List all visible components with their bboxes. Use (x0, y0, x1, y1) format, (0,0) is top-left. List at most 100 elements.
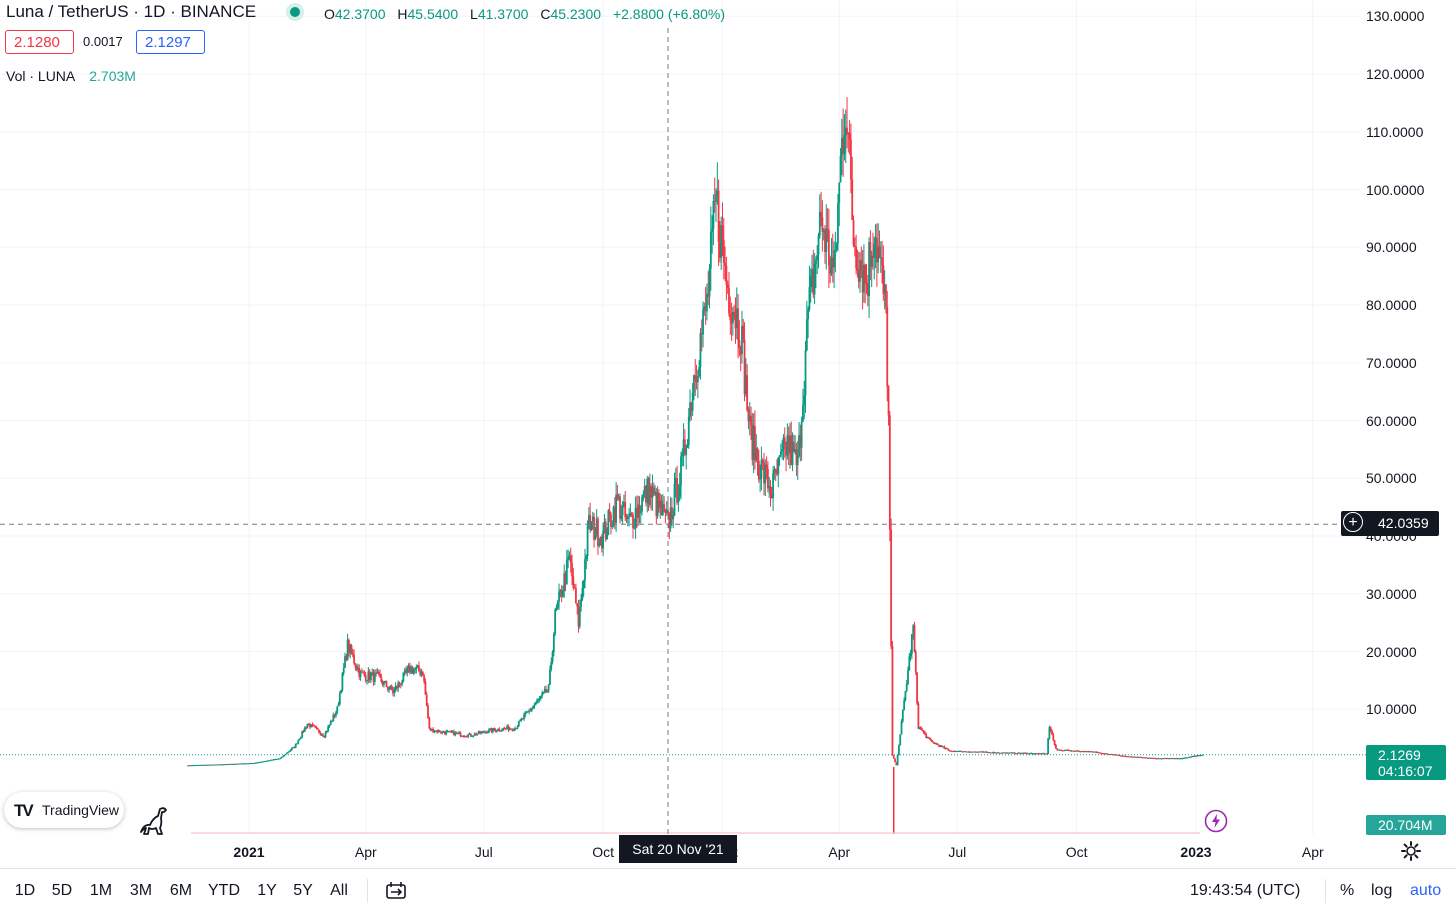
candle (1197, 754, 1200, 757)
candle-body (1110, 753, 1113, 755)
candle (327, 724, 330, 733)
candle-body (729, 313, 732, 321)
candle (292, 746, 295, 749)
candle-body (904, 691, 907, 701)
candle (726, 280, 729, 294)
candle (934, 742, 937, 745)
symbol-title[interactable]: Luna / TetherUS · 1D · BINANCE (6, 2, 257, 21)
candle (586, 520, 589, 562)
candle-body (408, 665, 411, 673)
candle (981, 750, 983, 753)
candle (479, 730, 481, 735)
tradingview-logo-icon: TV (14, 801, 34, 820)
tradingview-logo[interactable]: TV TradingView (4, 792, 124, 828)
candle-body (1006, 752, 1009, 754)
range-ytd-button[interactable]: YTD (208, 882, 240, 899)
candle-body (446, 731, 449, 733)
candle-body (1113, 754, 1116, 756)
candle-body (523, 714, 525, 720)
range-1d-button[interactable]: 1D (14, 882, 36, 899)
candle-body (909, 653, 912, 657)
price-chart[interactable] (0, 0, 1456, 868)
candle-body (621, 506, 624, 516)
log-scale-toggle[interactable]: log (1371, 882, 1393, 899)
range-5y-button[interactable]: 5Y (293, 882, 313, 899)
candle (843, 114, 846, 161)
range-1y-button[interactable]: 1Y (257, 882, 277, 899)
candle (316, 727, 319, 730)
candle-body (575, 587, 577, 604)
candle-body (1121, 755, 1123, 757)
candle (510, 728, 512, 730)
candle-body (787, 435, 790, 454)
candle (708, 264, 711, 309)
candle-body (756, 448, 759, 461)
add-alert-icon[interactable]: + (1343, 512, 1363, 532)
candle-body (521, 718, 524, 720)
candle-body (1180, 758, 1183, 760)
candle-body (611, 525, 614, 527)
sell-button[interactable]: 2.1280 (5, 30, 74, 54)
candle-body (1048, 727, 1051, 739)
candle (957, 750, 960, 752)
candle-body (677, 496, 680, 503)
candle-body (543, 689, 546, 692)
candle-body (507, 726, 510, 731)
candle-body (219, 764, 222, 766)
candle (795, 442, 798, 476)
buy-button[interactable]: 2.1297 (136, 30, 205, 54)
candle (682, 423, 685, 467)
candle (1136, 756, 1139, 758)
candle (1022, 752, 1025, 754)
utc-clock[interactable]: 19:43:54 (UTC) (1190, 882, 1301, 899)
candle-body (1039, 753, 1042, 755)
close-value: 45.2300 (550, 6, 602, 22)
candle (850, 123, 852, 194)
candle (885, 283, 887, 314)
percent-scale-toggle[interactable]: % (1340, 882, 1355, 899)
candle (1091, 751, 1094, 753)
high-value: 45.5400 (407, 6, 459, 22)
candle (729, 296, 732, 335)
candle-body (977, 751, 979, 753)
candle-body (1012, 752, 1014, 754)
auto-scale-toggle[interactable]: auto (1410, 882, 1442, 899)
candle-body (802, 405, 804, 422)
candle-body (568, 555, 571, 558)
candle (203, 764, 206, 766)
candle (730, 302, 733, 341)
range-3m-button[interactable]: 3M (129, 882, 153, 899)
candle (360, 668, 363, 673)
candle (249, 762, 252, 765)
candle-body (811, 269, 813, 277)
candle (973, 751, 976, 753)
lightning-icon[interactable] (1204, 809, 1228, 833)
candle-body (514, 728, 516, 731)
candle (311, 722, 314, 728)
candle (211, 764, 214, 766)
candle-body (594, 535, 597, 540)
candle (805, 300, 808, 352)
candle (698, 359, 701, 378)
candle-body (203, 764, 206, 766)
settings-gear-icon[interactable] (1400, 840, 1422, 862)
date-range-icon[interactable] (385, 881, 407, 901)
candle-body (211, 764, 214, 766)
candle-body (1166, 758, 1169, 760)
range-5d-button[interactable]: 5D (51, 882, 73, 899)
candle (781, 440, 784, 460)
candle (556, 600, 559, 610)
candle (362, 670, 365, 674)
range-all-button[interactable]: All (330, 882, 348, 899)
range-1m-button[interactable]: 1M (89, 882, 113, 899)
candle-body (934, 743, 937, 745)
candle-body (1065, 749, 1068, 751)
candle-body (207, 764, 210, 766)
candle-body (405, 670, 407, 673)
range-6m-button[interactable]: 6M (169, 882, 193, 899)
candle-body (817, 235, 820, 255)
candle (1122, 755, 1125, 757)
candle-body (393, 689, 396, 694)
candle (1025, 752, 1027, 754)
dinosaur-icon[interactable] (138, 804, 170, 836)
